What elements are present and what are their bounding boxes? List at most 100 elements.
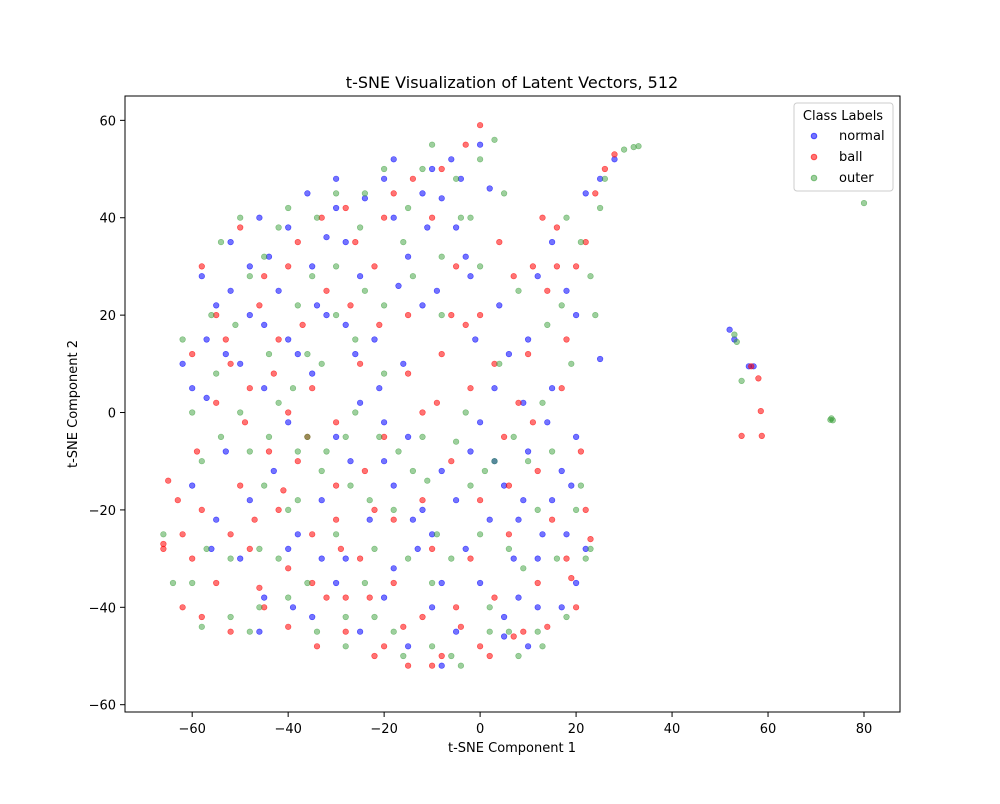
point-outer-19: [371, 545, 378, 553]
point-outer-51: [203, 545, 210, 553]
point-normal-23: [486, 185, 493, 192]
point-normal-93: [390, 156, 397, 163]
point-outer-75: [548, 448, 556, 455]
point-normal-45: [563, 531, 570, 538]
point-ball-18: [357, 555, 364, 562]
legend-box: [793, 102, 894, 192]
point-normal-44: [548, 497, 556, 504]
point-normal-117: [409, 516, 417, 523]
point-ball-73: [611, 151, 618, 158]
point-ball-11: [275, 506, 282, 514]
point-outer-67: [433, 531, 441, 538]
point-outer-32: [496, 360, 503, 367]
point-ball-84: [285, 263, 292, 270]
point-normal-131: [433, 287, 441, 294]
point-ball-139: [366, 594, 373, 601]
point-ball-76: [529, 263, 537, 270]
x-tick-label-1: −40: [274, 722, 301, 737]
point-ball-15: [323, 594, 330, 601]
point-outer-24: [419, 165, 426, 173]
point-outer-47: [635, 143, 642, 150]
point-normal-65: [222, 448, 229, 455]
point-ball-24: [429, 545, 436, 553]
point-normal-12: [357, 273, 364, 280]
point-normal-77: [510, 555, 517, 562]
point-outer-58: [304, 433, 311, 441]
point-normal-9: [323, 312, 330, 319]
point-normal-83: [534, 273, 541, 280]
point-outer-132: [467, 214, 474, 221]
point-ball-33: [548, 516, 556, 523]
point-ball-120: [265, 448, 273, 455]
point-outer-28: [457, 214, 465, 221]
point-ball-75: [553, 263, 561, 270]
point-normal-116: [438, 662, 445, 669]
point-outer-10: [285, 506, 292, 514]
point-normal-85: [563, 287, 570, 294]
point-normal-89: [572, 312, 580, 319]
point-normal-53: [333, 579, 340, 587]
point-outer-84: [381, 165, 388, 173]
point-outer-124: [515, 652, 522, 660]
point-normal-5: [275, 287, 282, 294]
point-normal-37: [467, 448, 474, 455]
point-ball-54: [405, 312, 412, 319]
point-outer-22: [400, 239, 407, 246]
point-normal-14: [381, 175, 388, 182]
point-normal-68: [294, 531, 301, 538]
point-outer-23: [409, 467, 417, 475]
point-ball-121: [241, 419, 249, 426]
point-outer-64: [390, 506, 397, 514]
point-normal-127: [318, 555, 325, 562]
chart-title: t-SNE Visualization of Latent Vectors, 5…: [346, 73, 678, 92]
point-normal-72: [390, 565, 397, 572]
point-outer-127: [294, 497, 301, 504]
point-normal-51: [285, 545, 292, 553]
point-outer-2: [208, 312, 215, 319]
point-outer-136: [275, 399, 282, 406]
point-normal-95: [448, 156, 455, 163]
point-outer-133: [501, 190, 508, 197]
point-normal-7: [294, 351, 301, 358]
point-normal-6: [285, 224, 292, 231]
point-outer-99: [539, 399, 546, 406]
point-outer-95: [424, 477, 431, 484]
point-ball-125: [299, 321, 306, 329]
point-ball-2: [165, 477, 172, 484]
point-ball-93: [313, 643, 321, 650]
point-normal-61: [515, 594, 522, 601]
point-normal-29: [357, 399, 364, 406]
point-ball-43: [275, 336, 282, 343]
point-ball-26: [453, 604, 460, 611]
point-ball-113: [558, 385, 565, 392]
point-normal-103: [189, 385, 196, 392]
y-axis-label: t-SNE Component 2: [66, 340, 81, 468]
point-outer-30: [477, 263, 484, 270]
point-outer-15: [333, 263, 340, 270]
point-ball-74: [539, 214, 546, 221]
point-outer-78: [237, 214, 244, 221]
point-normal-73: [414, 545, 421, 553]
point-normal-35: [438, 467, 445, 475]
point-ball-51: [371, 263, 378, 270]
point-outer-123: [486, 628, 493, 635]
point-normal-21: [467, 273, 474, 280]
legend-label-outer: outer: [839, 171, 874, 186]
point-normal-32: [405, 433, 412, 441]
point-ball-123: [193, 448, 201, 455]
point-ball-115: [757, 408, 764, 415]
point-ball-100: [510, 633, 517, 640]
point-outer-139: [361, 287, 369, 294]
point-ball-90: [227, 628, 234, 635]
legend-label-normal: normal: [839, 129, 885, 144]
point-normal-132: [472, 336, 479, 343]
point-outer-34: [515, 287, 522, 294]
point-outer-88: [477, 156, 484, 163]
point-ball-8: [237, 482, 244, 489]
point-normal-102: [203, 336, 210, 343]
point-normal-136: [568, 482, 575, 489]
point-ball-40: [237, 224, 244, 231]
point-normal-57: [429, 604, 436, 611]
point-normal-4: [261, 321, 268, 329]
point-normal-98: [313, 302, 321, 309]
